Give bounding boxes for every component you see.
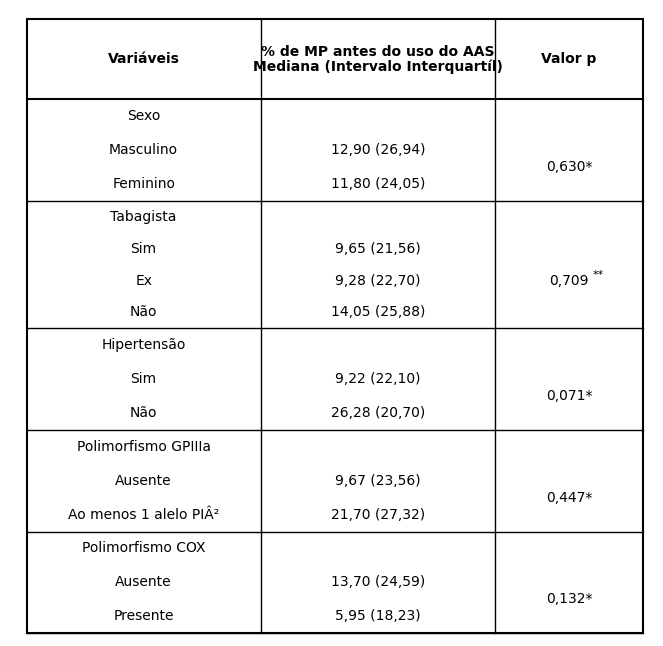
Text: Polimorfismo COX: Polimorfismo COX	[82, 541, 206, 556]
Text: Variáveis: Variáveis	[107, 52, 180, 67]
Text: 26,28 (20,70): 26,28 (20,70)	[331, 406, 425, 420]
Text: 9,22 (22,10): 9,22 (22,10)	[335, 372, 421, 386]
Text: 14,05 (25,88): 14,05 (25,88)	[331, 306, 425, 320]
Text: **: **	[592, 271, 603, 280]
Text: Polimorfismo GPIIIa: Polimorfismo GPIIIa	[77, 440, 211, 454]
Text: 0,071*: 0,071*	[546, 389, 592, 403]
Text: Ausente: Ausente	[115, 474, 172, 488]
Text: Presente: Presente	[113, 609, 174, 623]
Text: % de MP antes do uso do AAS: % de MP antes do uso do AAS	[261, 45, 495, 59]
Text: Feminino: Feminino	[112, 177, 175, 191]
Text: 21,70 (27,32): 21,70 (27,32)	[331, 508, 425, 521]
Text: Tabagista: Tabagista	[111, 210, 177, 224]
Text: Ausente: Ausente	[115, 576, 172, 589]
Text: Sim: Sim	[131, 372, 156, 386]
Text: Valor p: Valor p	[542, 52, 597, 67]
Text: 0,447*: 0,447*	[546, 491, 592, 505]
Text: 0,132*: 0,132*	[546, 592, 592, 606]
Text: Sim: Sim	[131, 242, 156, 256]
Text: Masculino: Masculino	[109, 143, 178, 157]
Text: 9,65 (21,56): 9,65 (21,56)	[335, 242, 421, 256]
Text: Não: Não	[130, 406, 157, 420]
Text: 0,630*: 0,630*	[546, 160, 592, 174]
Text: 9,67 (23,56): 9,67 (23,56)	[335, 474, 421, 488]
Text: Ao menos 1 alelo PIÂ²: Ao menos 1 alelo PIÂ²	[68, 508, 219, 521]
Text: 5,95 (18,23): 5,95 (18,23)	[335, 609, 421, 623]
Text: 9,28 (22,70): 9,28 (22,70)	[335, 273, 421, 287]
Text: Ex: Ex	[135, 273, 152, 287]
Text: Mediana (Intervalo Interquartíl): Mediana (Intervalo Interquartíl)	[253, 59, 503, 74]
Text: 13,70 (24,59): 13,70 (24,59)	[331, 576, 425, 589]
Text: 12,90 (26,94): 12,90 (26,94)	[331, 143, 425, 157]
Text: 11,80 (24,05): 11,80 (24,05)	[331, 177, 425, 191]
Text: 0,709: 0,709	[550, 273, 589, 287]
Text: Sexo: Sexo	[127, 109, 160, 123]
Text: Não: Não	[130, 306, 157, 320]
Text: Hipertensão: Hipertensão	[101, 339, 186, 352]
